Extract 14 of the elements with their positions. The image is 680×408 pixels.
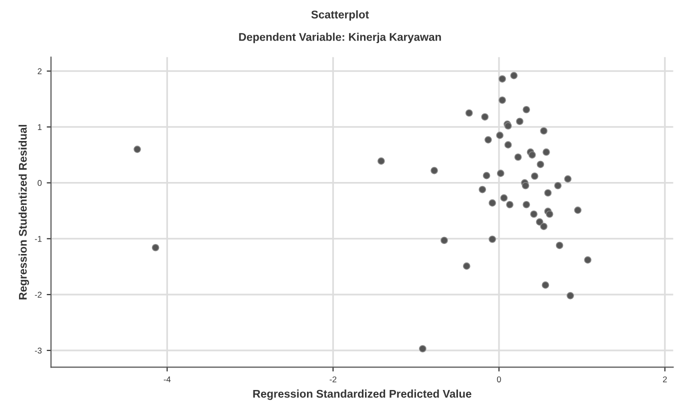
y-tick-label: 2 <box>38 68 42 74</box>
y-tick-label: -2 <box>34 292 42 298</box>
x-tick-label: -4 <box>164 376 171 382</box>
x-axis-title: Regression Standardized Predicted Value <box>253 390 472 400</box>
x-tick-label: -2 <box>330 376 336 382</box>
chart-title: Scatterplot <box>311 10 369 21</box>
x-tick-label: 2 <box>663 376 667 382</box>
y-axis-title: Regression Studentized Residual <box>18 124 30 300</box>
y-tick-label: 1 <box>38 124 42 130</box>
y-tick-label: 0 <box>38 180 42 186</box>
chart-subtitle: Dependent Variable: Kinerja Karyawan <box>239 32 441 44</box>
y-tick-label: -1 <box>34 236 42 242</box>
x-tick-label: 0 <box>496 376 501 382</box>
y-tick-label: -3 <box>34 348 42 354</box>
